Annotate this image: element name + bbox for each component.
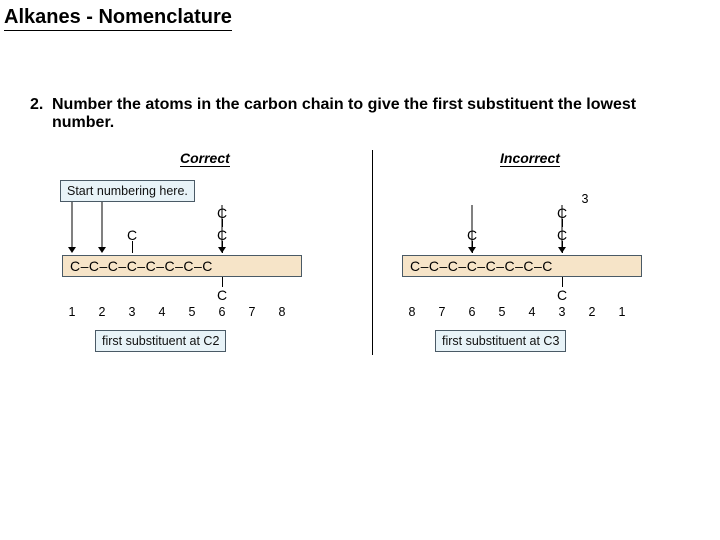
panel-incorrect: Incorrect C–C–C–C–C–C–C–C first substitu…: [400, 150, 670, 360]
chain-number: 2: [95, 305, 109, 319]
chain-number: 3: [125, 305, 139, 319]
arrow-down-icon: [97, 202, 107, 253]
stray-number-3: 3: [578, 192, 592, 206]
arrow-down-icon: [217, 205, 227, 253]
chain-number: 4: [525, 305, 539, 319]
chain-number: 7: [245, 305, 259, 319]
heading-correct: Correct: [180, 150, 230, 167]
arrow-down-icon: [557, 205, 567, 253]
bond: [222, 277, 223, 287]
chain-number: 7: [435, 305, 449, 319]
chain-number: 2: [585, 305, 599, 319]
rule-text: 2.Number the atoms in the carbon chain t…: [30, 96, 670, 132]
sub-atom: C: [215, 287, 229, 303]
arrow-down-icon: [67, 202, 77, 253]
heading-incorrect: Incorrect: [500, 150, 560, 167]
chain-text-incorrect: C–C–C–C–C–C–C–C: [410, 258, 553, 274]
chain-number: 6: [215, 305, 229, 319]
chain-number: 8: [275, 305, 289, 319]
chain-text-correct: C–C–C–C–C–C–C–C: [70, 258, 213, 274]
rule-body: Number the atoms in the carbon chain to …: [52, 96, 642, 132]
first-sub-box-incorrect: first substituent at C3: [435, 330, 566, 352]
panel-divider: [372, 150, 373, 355]
chain-number: 1: [65, 305, 79, 319]
arrow-down-icon: [467, 205, 477, 253]
rule-number: 2.: [30, 96, 52, 114]
chain-number: 8: [405, 305, 419, 319]
start-numbering-box: Start numbering here.: [60, 180, 195, 202]
page-title: Alkanes - Nomenclature: [4, 6, 232, 31]
chain-number: 4: [155, 305, 169, 319]
first-sub-box-correct: first substituent at C2: [95, 330, 226, 352]
panel-correct: Correct Start numbering here. C–C–C–C–C–…: [60, 150, 360, 360]
chain-number: 1: [615, 305, 629, 319]
bond: [562, 277, 563, 287]
chain-number: 5: [185, 305, 199, 319]
diagram: Correct Start numbering here. C–C–C–C–C–…: [60, 150, 670, 360]
chain-number: 6: [465, 305, 479, 319]
sub-atom: C: [555, 287, 569, 303]
bond: [132, 241, 133, 253]
chain-number: 3: [555, 305, 569, 319]
chain-number: 5: [495, 305, 509, 319]
